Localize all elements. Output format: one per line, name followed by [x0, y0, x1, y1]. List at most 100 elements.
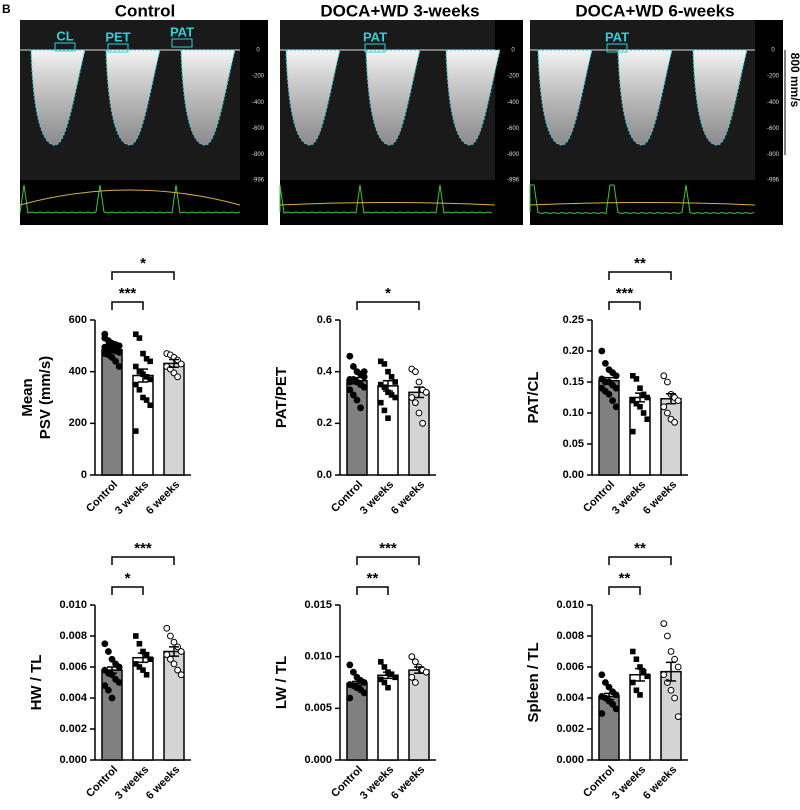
y-axis-label: PSV (mm/s) [37, 356, 54, 439]
data-point [140, 648, 146, 655]
data-point [644, 394, 650, 401]
data-point [415, 378, 423, 386]
data-point [101, 330, 109, 338]
data-point [174, 666, 182, 674]
data-point [385, 389, 391, 396]
bar [629, 674, 651, 761]
bar [408, 669, 430, 761]
significance-label: * [125, 570, 131, 587]
y-axis-label: HW / TL [28, 655, 45, 711]
data-point [170, 638, 178, 646]
flow-envelope [105, 49, 161, 146]
data-point [381, 361, 388, 367]
y-tick-label: 0.006 [59, 661, 87, 673]
depth-tick-label: -996 [767, 178, 780, 184]
significance-bracket [608, 301, 641, 310]
wave-label: PAT [605, 29, 629, 44]
data-point [133, 331, 139, 338]
y-axis-label: LW / TL [273, 656, 290, 709]
y-tick-label: 0.000 [304, 754, 332, 766]
data-point [177, 648, 185, 655]
significance-label: *** [134, 540, 152, 557]
significance-bracket [608, 586, 641, 595]
depth-tick-label: -800 [507, 152, 520, 158]
data-point [346, 352, 354, 360]
flow-envelope [30, 49, 86, 146]
data-point [674, 663, 682, 671]
y-tick-label: 0.20 [563, 345, 584, 357]
y-tick-label: 0.15 [563, 376, 584, 388]
wave-label: CL [56, 28, 73, 43]
y-tick-label: 400 [69, 366, 87, 378]
flow-envelope [537, 49, 593, 146]
data-point [140, 667, 146, 673]
resp-trace [19, 189, 241, 206]
x-tick-label: 6 weeks [641, 764, 679, 802]
data-point [143, 374, 150, 380]
wave-bracket [364, 43, 386, 53]
x-tick-label: 6 weeks [389, 479, 427, 517]
y-tick-label: 600 [69, 314, 87, 326]
data-point [644, 673, 650, 680]
data-point [598, 710, 606, 717]
data-point [412, 399, 419, 407]
data-point [177, 360, 185, 368]
y-tick-label: 0.05 [563, 438, 584, 450]
flow-envelope [285, 49, 341, 146]
significance-bracket [356, 556, 420, 565]
data-point [640, 410, 647, 416]
data-point [664, 378, 671, 386]
data-point [112, 357, 119, 365]
error-bar [352, 680, 362, 687]
data-point [640, 668, 647, 675]
significance-label: * [385, 285, 391, 302]
data-point [140, 394, 146, 401]
data-point [115, 363, 123, 370]
y-tick-label: 0.010 [59, 599, 87, 611]
data-point [133, 363, 139, 370]
data-point [381, 664, 388, 670]
data-point [609, 700, 616, 708]
panel-title: Control [115, 1, 175, 20]
data-point [637, 664, 643, 670]
bar [346, 379, 368, 476]
y-tick-label: 0.005 [304, 702, 332, 714]
data-point [419, 419, 427, 427]
y-tick-label: 0.002 [556, 723, 584, 735]
data-point [378, 381, 384, 388]
bar [163, 650, 185, 761]
error-bar [414, 666, 424, 674]
data-point [136, 640, 143, 647]
data-point [346, 386, 354, 394]
data-point [664, 409, 671, 417]
data-point [381, 407, 388, 414]
data-point [360, 689, 368, 697]
y-tick-label: 0 [81, 469, 87, 481]
flow-envelope [445, 49, 501, 146]
resp-trace [279, 202, 496, 206]
significance-bracket [111, 556, 175, 565]
error-bar [383, 379, 393, 392]
data-point [147, 376, 153, 383]
error-bar [604, 376, 614, 385]
significance-label: *** [616, 285, 634, 302]
data-point [605, 391, 613, 398]
data-point [637, 385, 643, 391]
data-point [602, 679, 609, 686]
data-point [378, 399, 384, 406]
error-bar [138, 368, 148, 383]
significance-bracket [111, 271, 175, 280]
depth-tick-label: -200 [252, 74, 265, 80]
data-point [108, 655, 116, 663]
data-point [143, 355, 150, 362]
panel-label: B [2, 2, 11, 16]
significance-label: * [140, 255, 146, 272]
significance-bracket [608, 271, 672, 280]
error-bar [666, 661, 676, 682]
y-tick-label: 0.006 [556, 661, 584, 673]
significance-bracket [356, 301, 420, 310]
data-point [388, 392, 395, 398]
x-tick-label: 6 weeks [389, 764, 427, 802]
data-point [671, 655, 678, 663]
x-tick-label: 6 weeks [144, 479, 182, 517]
